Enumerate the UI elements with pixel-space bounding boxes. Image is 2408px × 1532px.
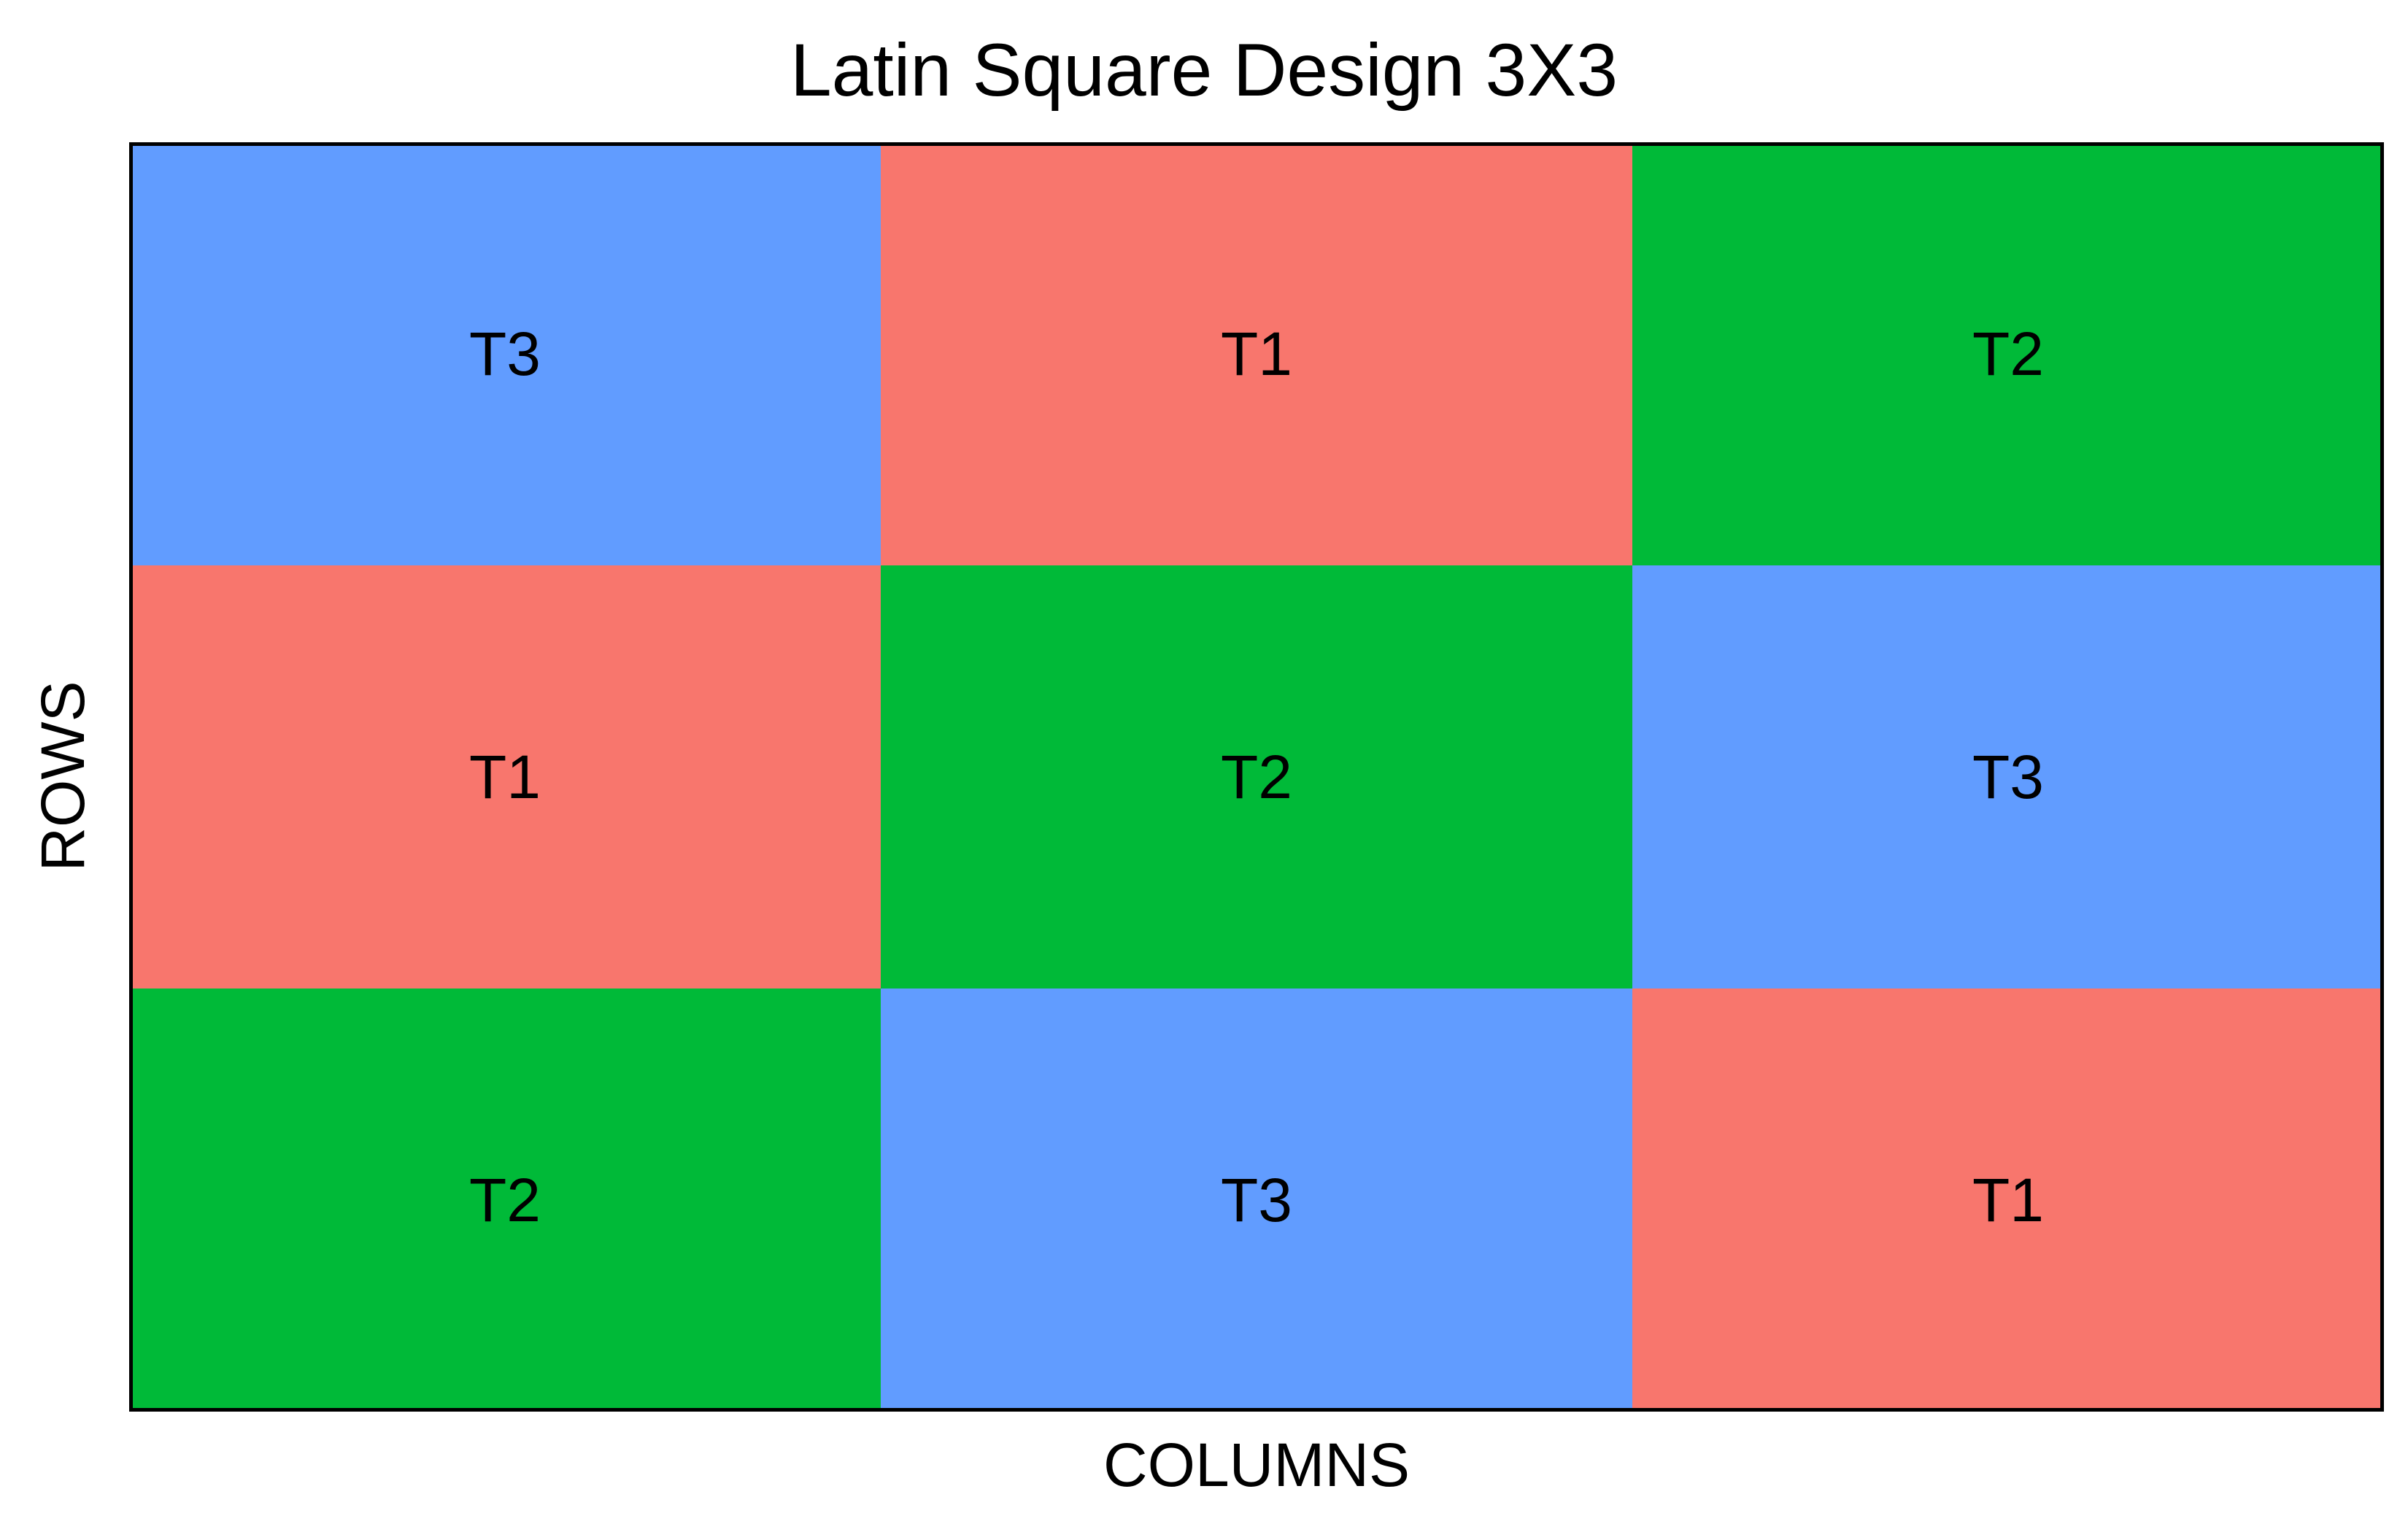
x-axis-label: COLUMNS xyxy=(1103,1431,1411,1499)
chart-title: Latin Square Design 3X3 xyxy=(790,28,1618,112)
cell-r3-c2: T3 xyxy=(881,989,1632,1412)
cell-r1-c2: T1 xyxy=(881,142,1632,565)
cell-r3-c3: T1 xyxy=(1632,989,2384,1412)
cell-r3-c1: T2 xyxy=(129,989,881,1412)
cell-r2-c2: T2 xyxy=(881,565,1632,989)
cell-r1-c1: T3 xyxy=(129,142,881,565)
cell-r2-c3: T3 xyxy=(1632,565,2384,989)
cell-r1-c3: T2 xyxy=(1632,142,2384,565)
cell-r2-c1: T1 xyxy=(129,565,881,989)
latin-square-grid: T3 T1 T2 T1 T2 T3 T2 T3 T1 xyxy=(129,142,2384,1412)
y-axis-label: ROWS xyxy=(28,681,97,872)
